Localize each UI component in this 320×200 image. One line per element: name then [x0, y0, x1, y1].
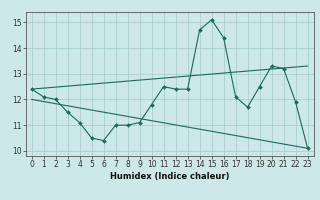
- X-axis label: Humidex (Indice chaleur): Humidex (Indice chaleur): [110, 172, 229, 181]
